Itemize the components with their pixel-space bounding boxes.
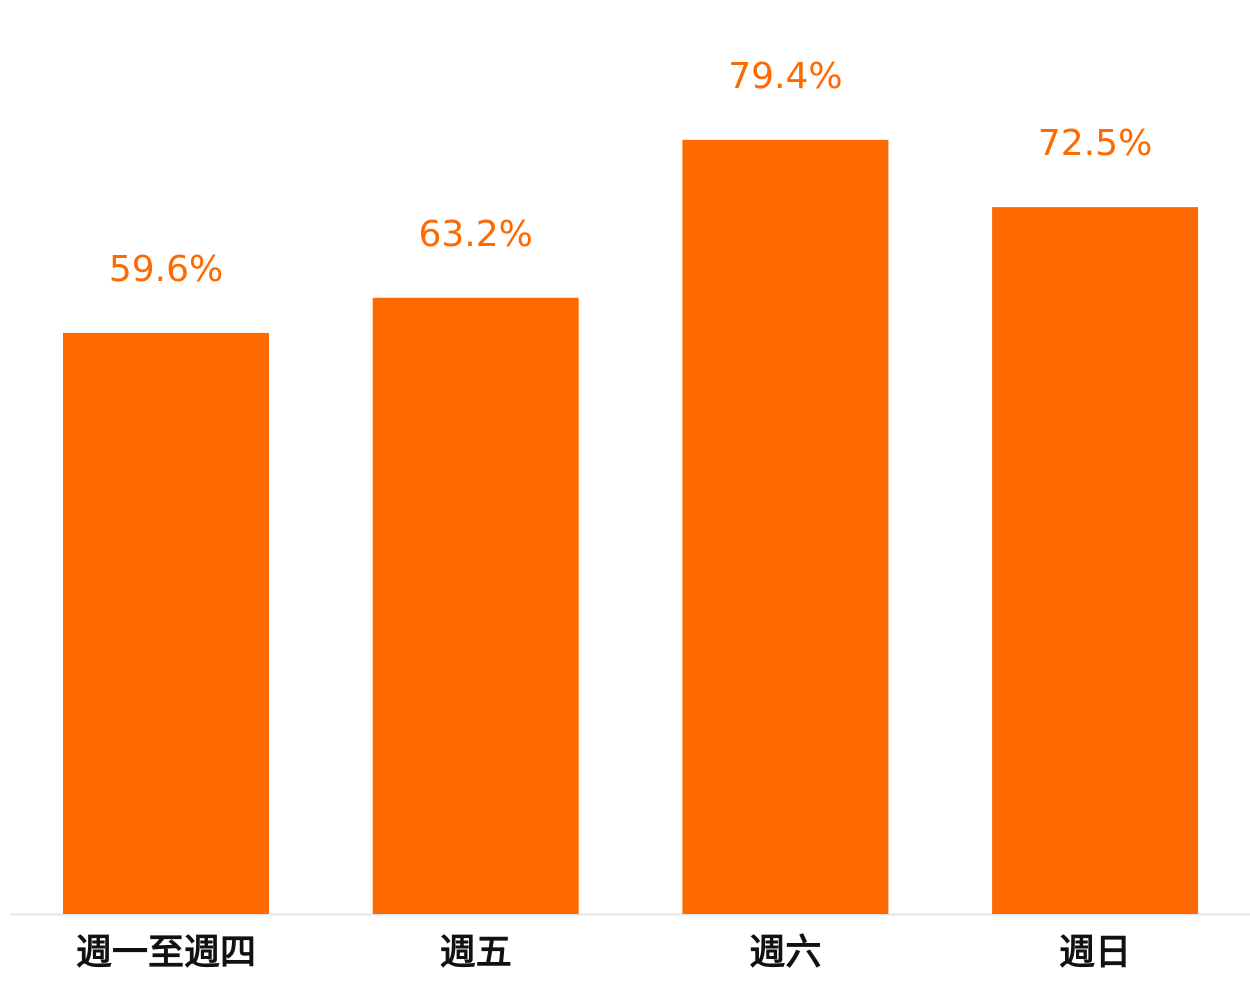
x-tick-label: 週日 <box>1059 932 1131 973</box>
value-label: 72.5% <box>1038 123 1152 164</box>
bar <box>992 207 1199 914</box>
value-label: 79.4% <box>728 56 842 97</box>
x-tick-label: 週一至週四 <box>76 932 256 973</box>
value-label: 59.6% <box>109 249 223 290</box>
bar <box>372 297 579 914</box>
bar <box>63 332 269 914</box>
bar <box>682 139 889 915</box>
value-label: 63.2% <box>419 214 533 255</box>
x-tick-label: 週五 <box>440 932 512 973</box>
x-tick-label: 週六 <box>749 932 821 973</box>
